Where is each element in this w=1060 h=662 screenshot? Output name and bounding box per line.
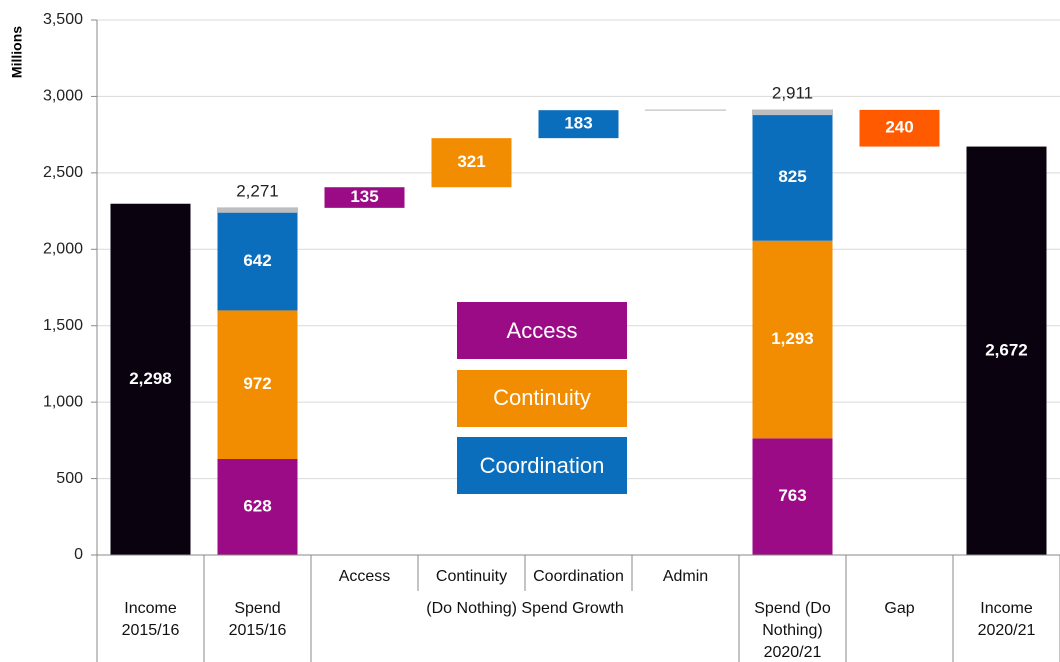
y-tick-label: 2,500	[43, 164, 83, 181]
bar-segment	[859, 109, 940, 147]
bar-segment	[217, 459, 298, 555]
bar-segment	[752, 438, 833, 555]
x-tick-label: Spend (Do Nothing) 2020/21	[754, 600, 831, 661]
value-label: 763	[778, 486, 806, 505]
y-tick-label: 0	[74, 546, 83, 563]
value-label: 2,672	[985, 340, 1028, 359]
y-tick-label: 3,500	[43, 11, 83, 28]
group-label: (Do Nothing) Spend Growth	[426, 600, 624, 617]
y-tick-label: 1,500	[43, 317, 83, 334]
y-tick-label: 1,000	[43, 393, 83, 410]
x-tick-label: Continuity	[435, 568, 508, 585]
total-label: 2,271	[236, 181, 279, 200]
x-tick-label: Gap	[884, 600, 915, 617]
value-label: 183	[564, 114, 592, 133]
y-axis-label: Millions	[9, 26, 25, 78]
value-label: 972	[243, 374, 271, 393]
bar-segment	[217, 212, 298, 311]
bar-segment	[431, 138, 512, 188]
bar-segment	[538, 110, 619, 139]
bar-segment	[217, 310, 298, 460]
y-tick-label: 2,000	[43, 241, 83, 258]
x-tick-label: Admin	[662, 568, 709, 585]
value-label: 2,298	[129, 369, 172, 388]
legend-entry: Continuity	[457, 369, 627, 427]
value-label: 321	[457, 152, 485, 171]
x-tick-label: Spend 2015/16	[228, 600, 287, 639]
bar-segment	[752, 114, 833, 241]
value-label: 628	[243, 496, 271, 515]
x-tick-label: Income 2015/16	[121, 600, 180, 639]
value-label: 825	[778, 167, 806, 186]
bar-segment	[966, 146, 1047, 555]
total-label: 2,911	[772, 84, 813, 103]
bar-segment	[324, 187, 405, 208]
x-tick-label: Access	[338, 568, 391, 585]
value-label: 642	[243, 251, 271, 270]
legend-entry: Access	[457, 302, 627, 359]
y-tick-label: 500	[56, 470, 83, 487]
value-label: 1,293	[771, 329, 814, 348]
y-tick-label: 3,000	[43, 88, 83, 105]
bar-segment	[110, 203, 191, 555]
legend-entry: Coordination	[457, 437, 627, 494]
value-label: 135	[350, 187, 378, 206]
bar-segment	[752, 240, 833, 439]
bar-segment	[752, 109, 833, 116]
bar-segment	[217, 207, 298, 213]
x-tick-label: Income 2020/21	[977, 600, 1036, 639]
value-label: 240	[885, 118, 913, 137]
x-tick-label: Coordination	[533, 568, 624, 585]
